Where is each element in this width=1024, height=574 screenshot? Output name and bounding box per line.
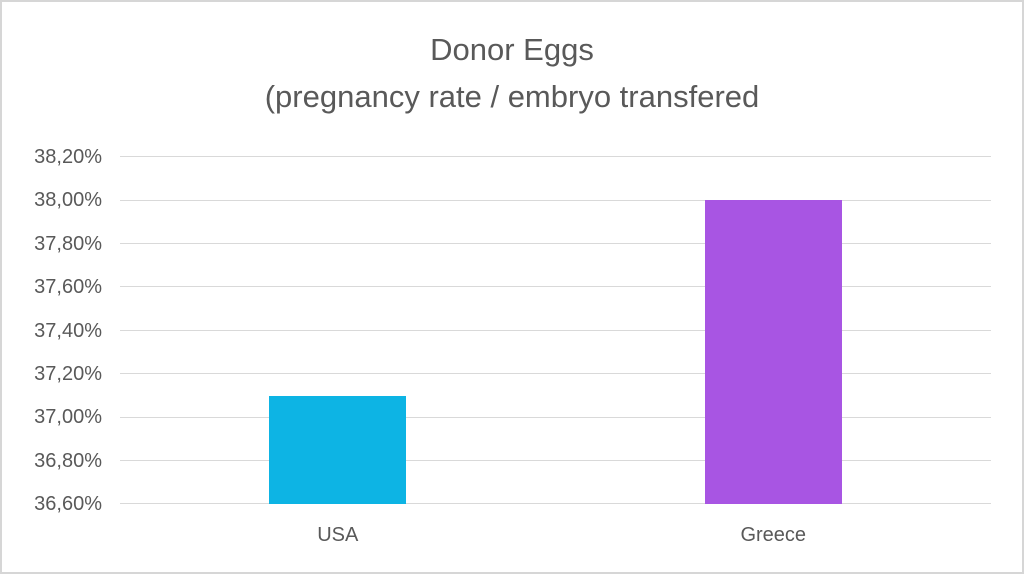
y-tick-label: 36,80% xyxy=(34,449,102,472)
gridline xyxy=(120,329,991,331)
gridline xyxy=(120,199,991,201)
chart-subtitle: (pregnancy rate / embryo transfered xyxy=(264,79,760,114)
y-tick-label: 37,00% xyxy=(34,406,102,429)
x-tick-label-usa: USA xyxy=(317,524,359,546)
gridline xyxy=(120,286,991,288)
gridline xyxy=(120,503,991,505)
y-tick-label: 37,60% xyxy=(34,276,102,299)
chart-title: Donor Eggs xyxy=(430,32,594,67)
bar-usa xyxy=(269,395,407,504)
x-tick-label-greece: Greece xyxy=(740,524,807,546)
y-tick-label: 37,40% xyxy=(34,319,102,342)
gridline xyxy=(120,243,991,244)
gridline xyxy=(120,156,991,158)
y-tick-label: 37,80% xyxy=(34,232,102,255)
gridline xyxy=(120,459,991,461)
gridline xyxy=(120,373,991,375)
y-tick-label: 37,20% xyxy=(34,362,102,385)
y-tick-label: 36,60% xyxy=(34,493,102,515)
plot-area xyxy=(120,156,991,505)
y-tick-label: 38,20% xyxy=(34,146,102,168)
gridline xyxy=(120,416,991,418)
bar-greece xyxy=(704,200,842,504)
y-tick-label: 38,00% xyxy=(34,189,102,212)
chart-title-block: Donor Eggs (pregnancy rate / embryo tran… xyxy=(2,26,1022,120)
